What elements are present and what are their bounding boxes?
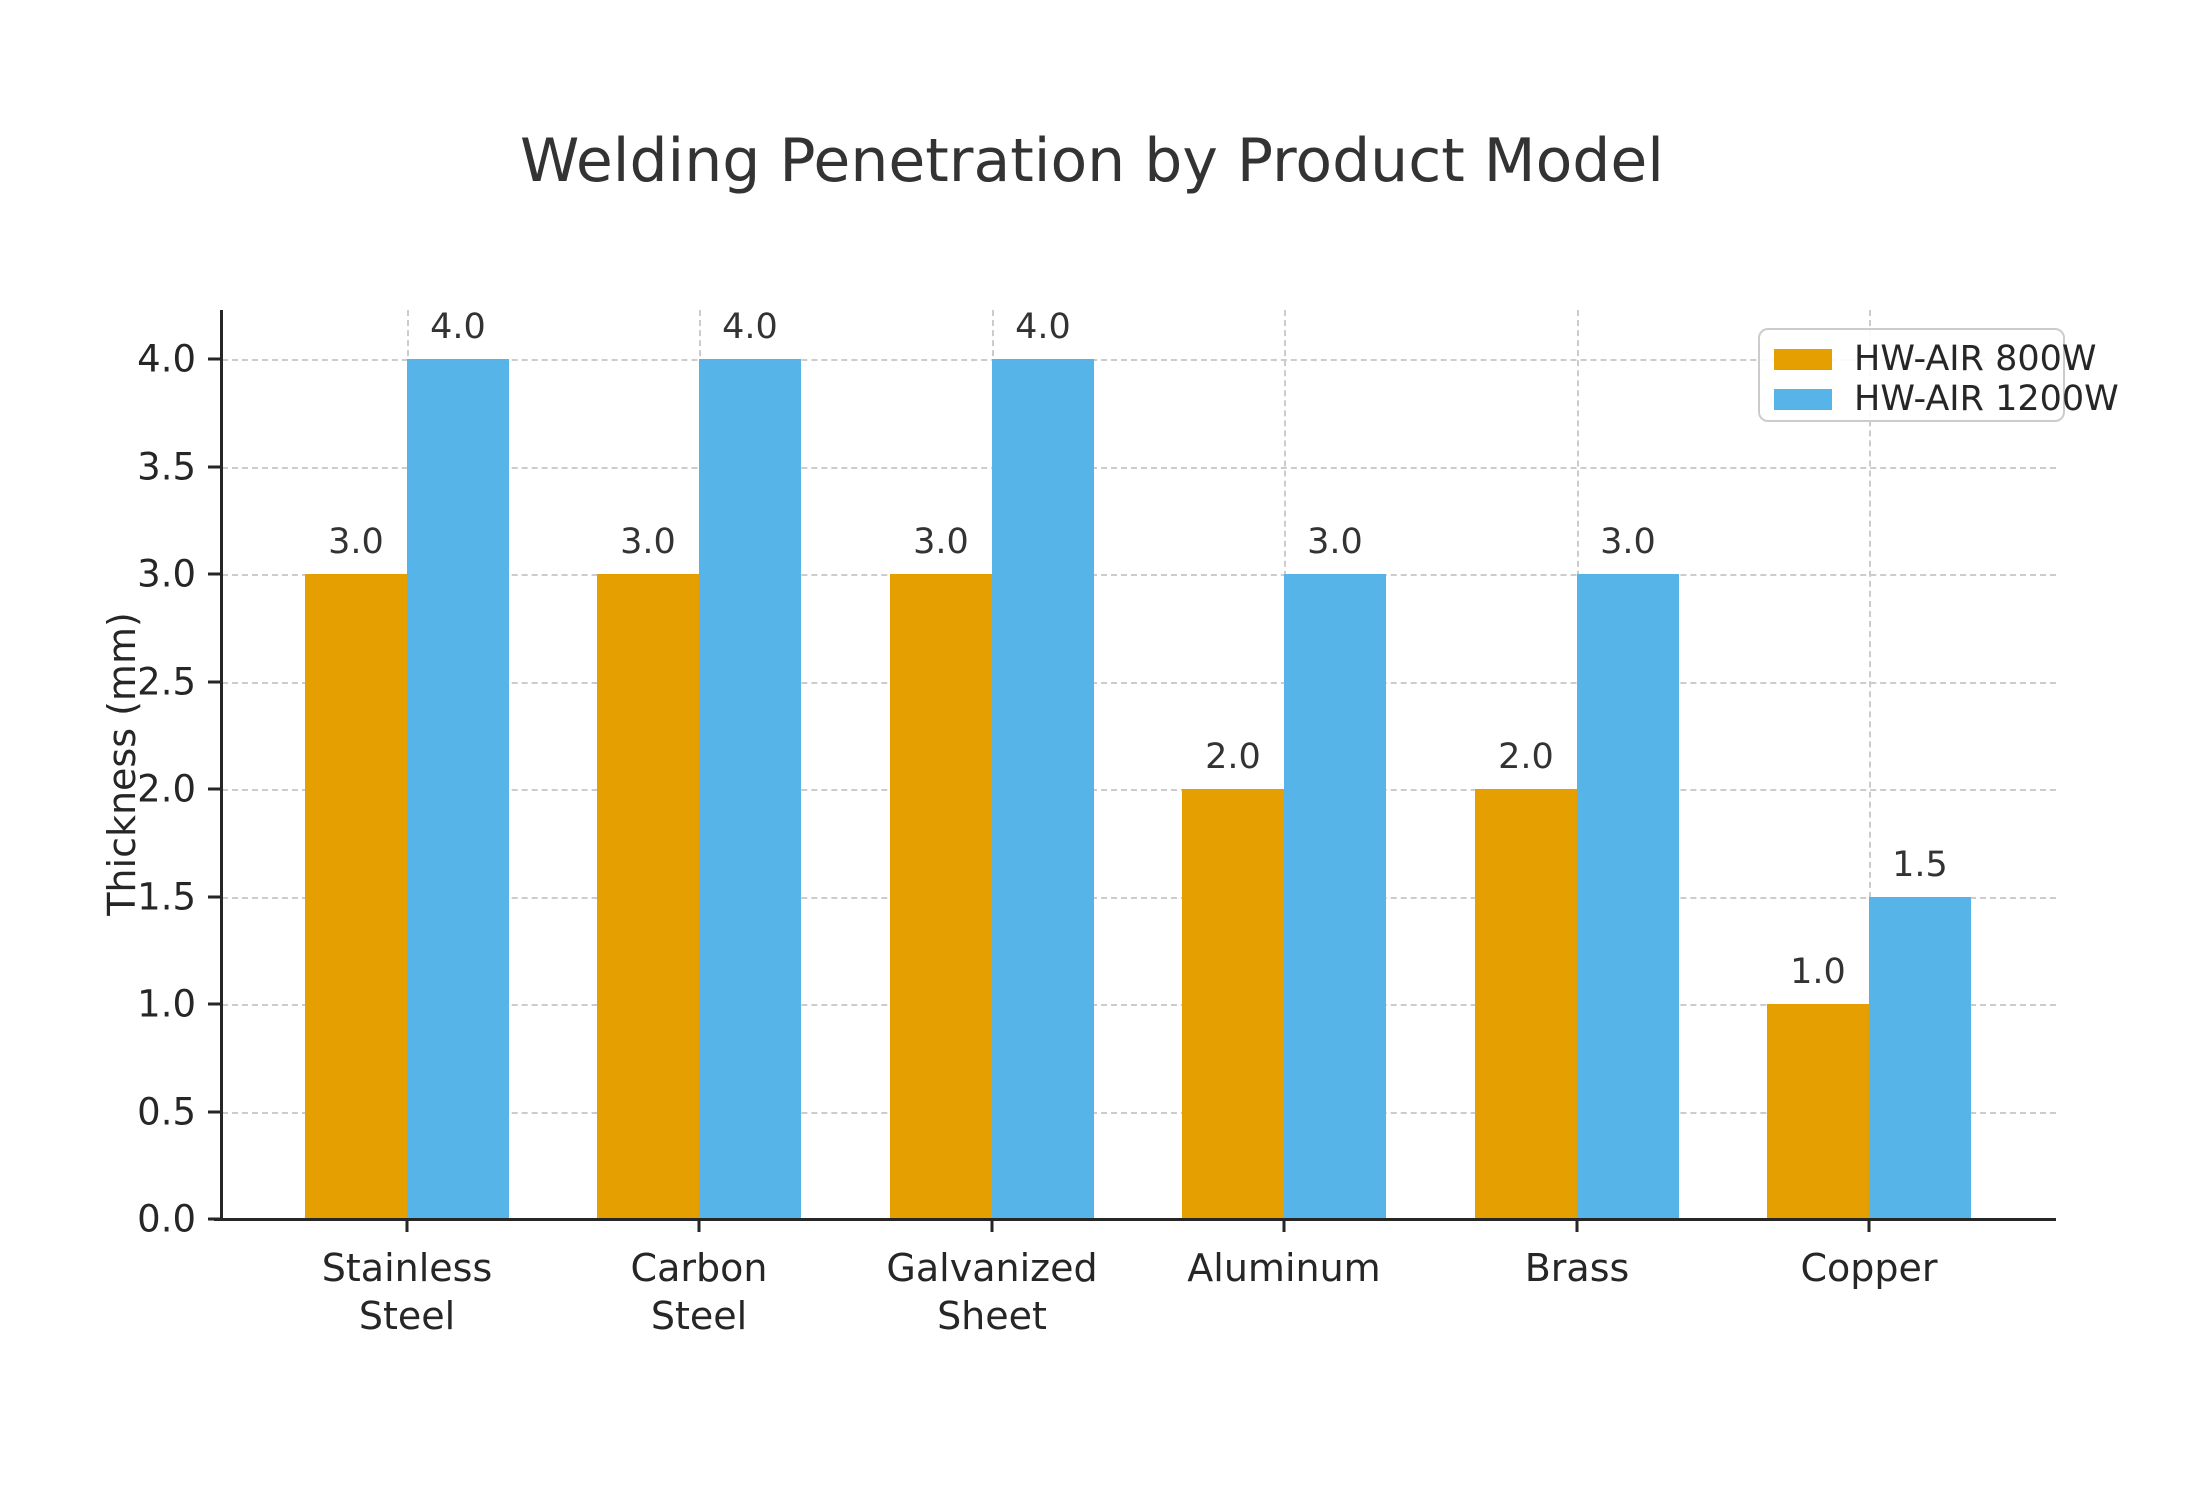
y-tick-mark <box>208 1217 220 1221</box>
bar-value-label: 3.0 <box>1307 522 1363 562</box>
bar-hw-air-1200w-2 <box>992 359 1094 1219</box>
bar-value-label: 4.0 <box>1015 307 1071 347</box>
bar-value-label: 3.0 <box>913 522 969 562</box>
x-tick-mark <box>1282 1220 1286 1232</box>
bar-value-label: 1.5 <box>1892 844 1948 885</box>
x-tick-mark <box>1867 1220 1871 1232</box>
horizontal-gridline <box>222 574 2056 576</box>
y-tick-mark <box>208 680 220 683</box>
bar-hw-air-800w-2 <box>890 574 992 1219</box>
bar-hw-air-800w-4 <box>1475 789 1577 1219</box>
legend-label: HW-AIR 800W <box>1854 339 2097 379</box>
y-tick-mark <box>208 1110 220 1113</box>
horizontal-gridline <box>222 1004 2056 1006</box>
x-tick-mark <box>1575 1220 1579 1232</box>
horizontal-gridline <box>222 896 2056 899</box>
y-tick-label: 0.0 <box>137 1197 196 1241</box>
y-tick-mark <box>208 1002 220 1006</box>
x-tick-label: Stainless Steel <box>321 1246 493 1338</box>
y-tick-label: 0.5 <box>137 1090 196 1133</box>
y-tick-label: 3.0 <box>137 552 196 596</box>
horizontal-gridline <box>222 681 2056 684</box>
x-tick-label: Brass <box>1524 1246 1630 1290</box>
y-tick-mark <box>208 787 220 791</box>
x-tick-label: Galvanized Sheet <box>886 1246 1098 1338</box>
chart-title: Welding Penetration by Product Model <box>520 126 1664 196</box>
x-tick-label: Carbon Steel <box>630 1246 768 1338</box>
bar-value-label: 3.0 <box>1600 522 1656 562</box>
bar-value-label: 3.0 <box>620 522 676 562</box>
y-tick-label: 3.5 <box>137 445 196 488</box>
legend-label: HW-AIR 1200W <box>1854 379 2119 419</box>
x-tick-label: Copper <box>1800 1246 1938 1290</box>
y-tick-mark <box>208 895 220 898</box>
bar-value-label: 2.0 <box>1498 737 1554 777</box>
legend-swatch <box>1774 388 1832 410</box>
y-axis-label: Thickness (mm) <box>100 612 144 916</box>
y-tick-mark <box>208 572 220 576</box>
horizontal-gridline <box>222 789 2056 791</box>
y-tick-label: 2.5 <box>137 660 196 703</box>
y-tick-mark <box>208 357 220 361</box>
y-axis-line <box>220 310 223 1221</box>
bar-hw-air-800w-0 <box>305 574 407 1219</box>
bar-value-label: 1.0 <box>1790 952 1846 992</box>
x-axis-line <box>214 1218 2056 1221</box>
x-tick-mark <box>990 1220 994 1232</box>
x-tick-mark <box>405 1220 409 1232</box>
bar-value-label: 4.0 <box>722 307 778 347</box>
bar-hw-air-800w-3 <box>1182 789 1284 1219</box>
vertical-gridline <box>1869 310 1871 1219</box>
x-tick-mark <box>697 1220 701 1232</box>
x-tick-label: Aluminum <box>1187 1246 1381 1290</box>
bar-value-label: 4.0 <box>430 307 486 347</box>
legend-swatch <box>1774 348 1832 370</box>
plot-area: 0.0 0.5 1.0 1.5 2.0 2.5 3.0 3.5 4.0 Stainless Ste… <box>137 307 2056 1338</box>
horizontal-gridline <box>222 359 2056 361</box>
bar-hw-air-1200w-0 <box>407 359 509 1219</box>
bar-hw-air-1200w-4 <box>1577 574 1679 1219</box>
bar-hw-air-800w-5 <box>1767 1004 1869 1219</box>
horizontal-gridline <box>222 466 2056 469</box>
legend-entry: HW-AIR 800W <box>1774 339 2097 379</box>
y-tick-mark <box>208 465 220 468</box>
y-tick-label: 2.0 <box>137 767 196 811</box>
bar-value-label: 3.0 <box>328 522 384 562</box>
legend-entry: HW-AIR 1200W <box>1774 379 2119 419</box>
y-tick-label: 1.0 <box>137 982 196 1026</box>
bar-value-label: 2.0 <box>1205 737 1261 777</box>
bar-hw-air-1200w-3 <box>1284 574 1386 1219</box>
bar-hw-air-800w-1 <box>597 574 699 1219</box>
bar-hw-air-1200w-5 <box>1869 896 1971 1219</box>
bar-hw-air-1200w-1 <box>699 359 801 1219</box>
y-tick-label: 4.0 <box>137 337 196 381</box>
legend: HW-AIR 800W HW-AIR 1200W <box>1758 328 2119 422</box>
horizontal-gridline <box>222 1111 2056 1114</box>
y-tick-label: 1.5 <box>137 875 196 918</box>
